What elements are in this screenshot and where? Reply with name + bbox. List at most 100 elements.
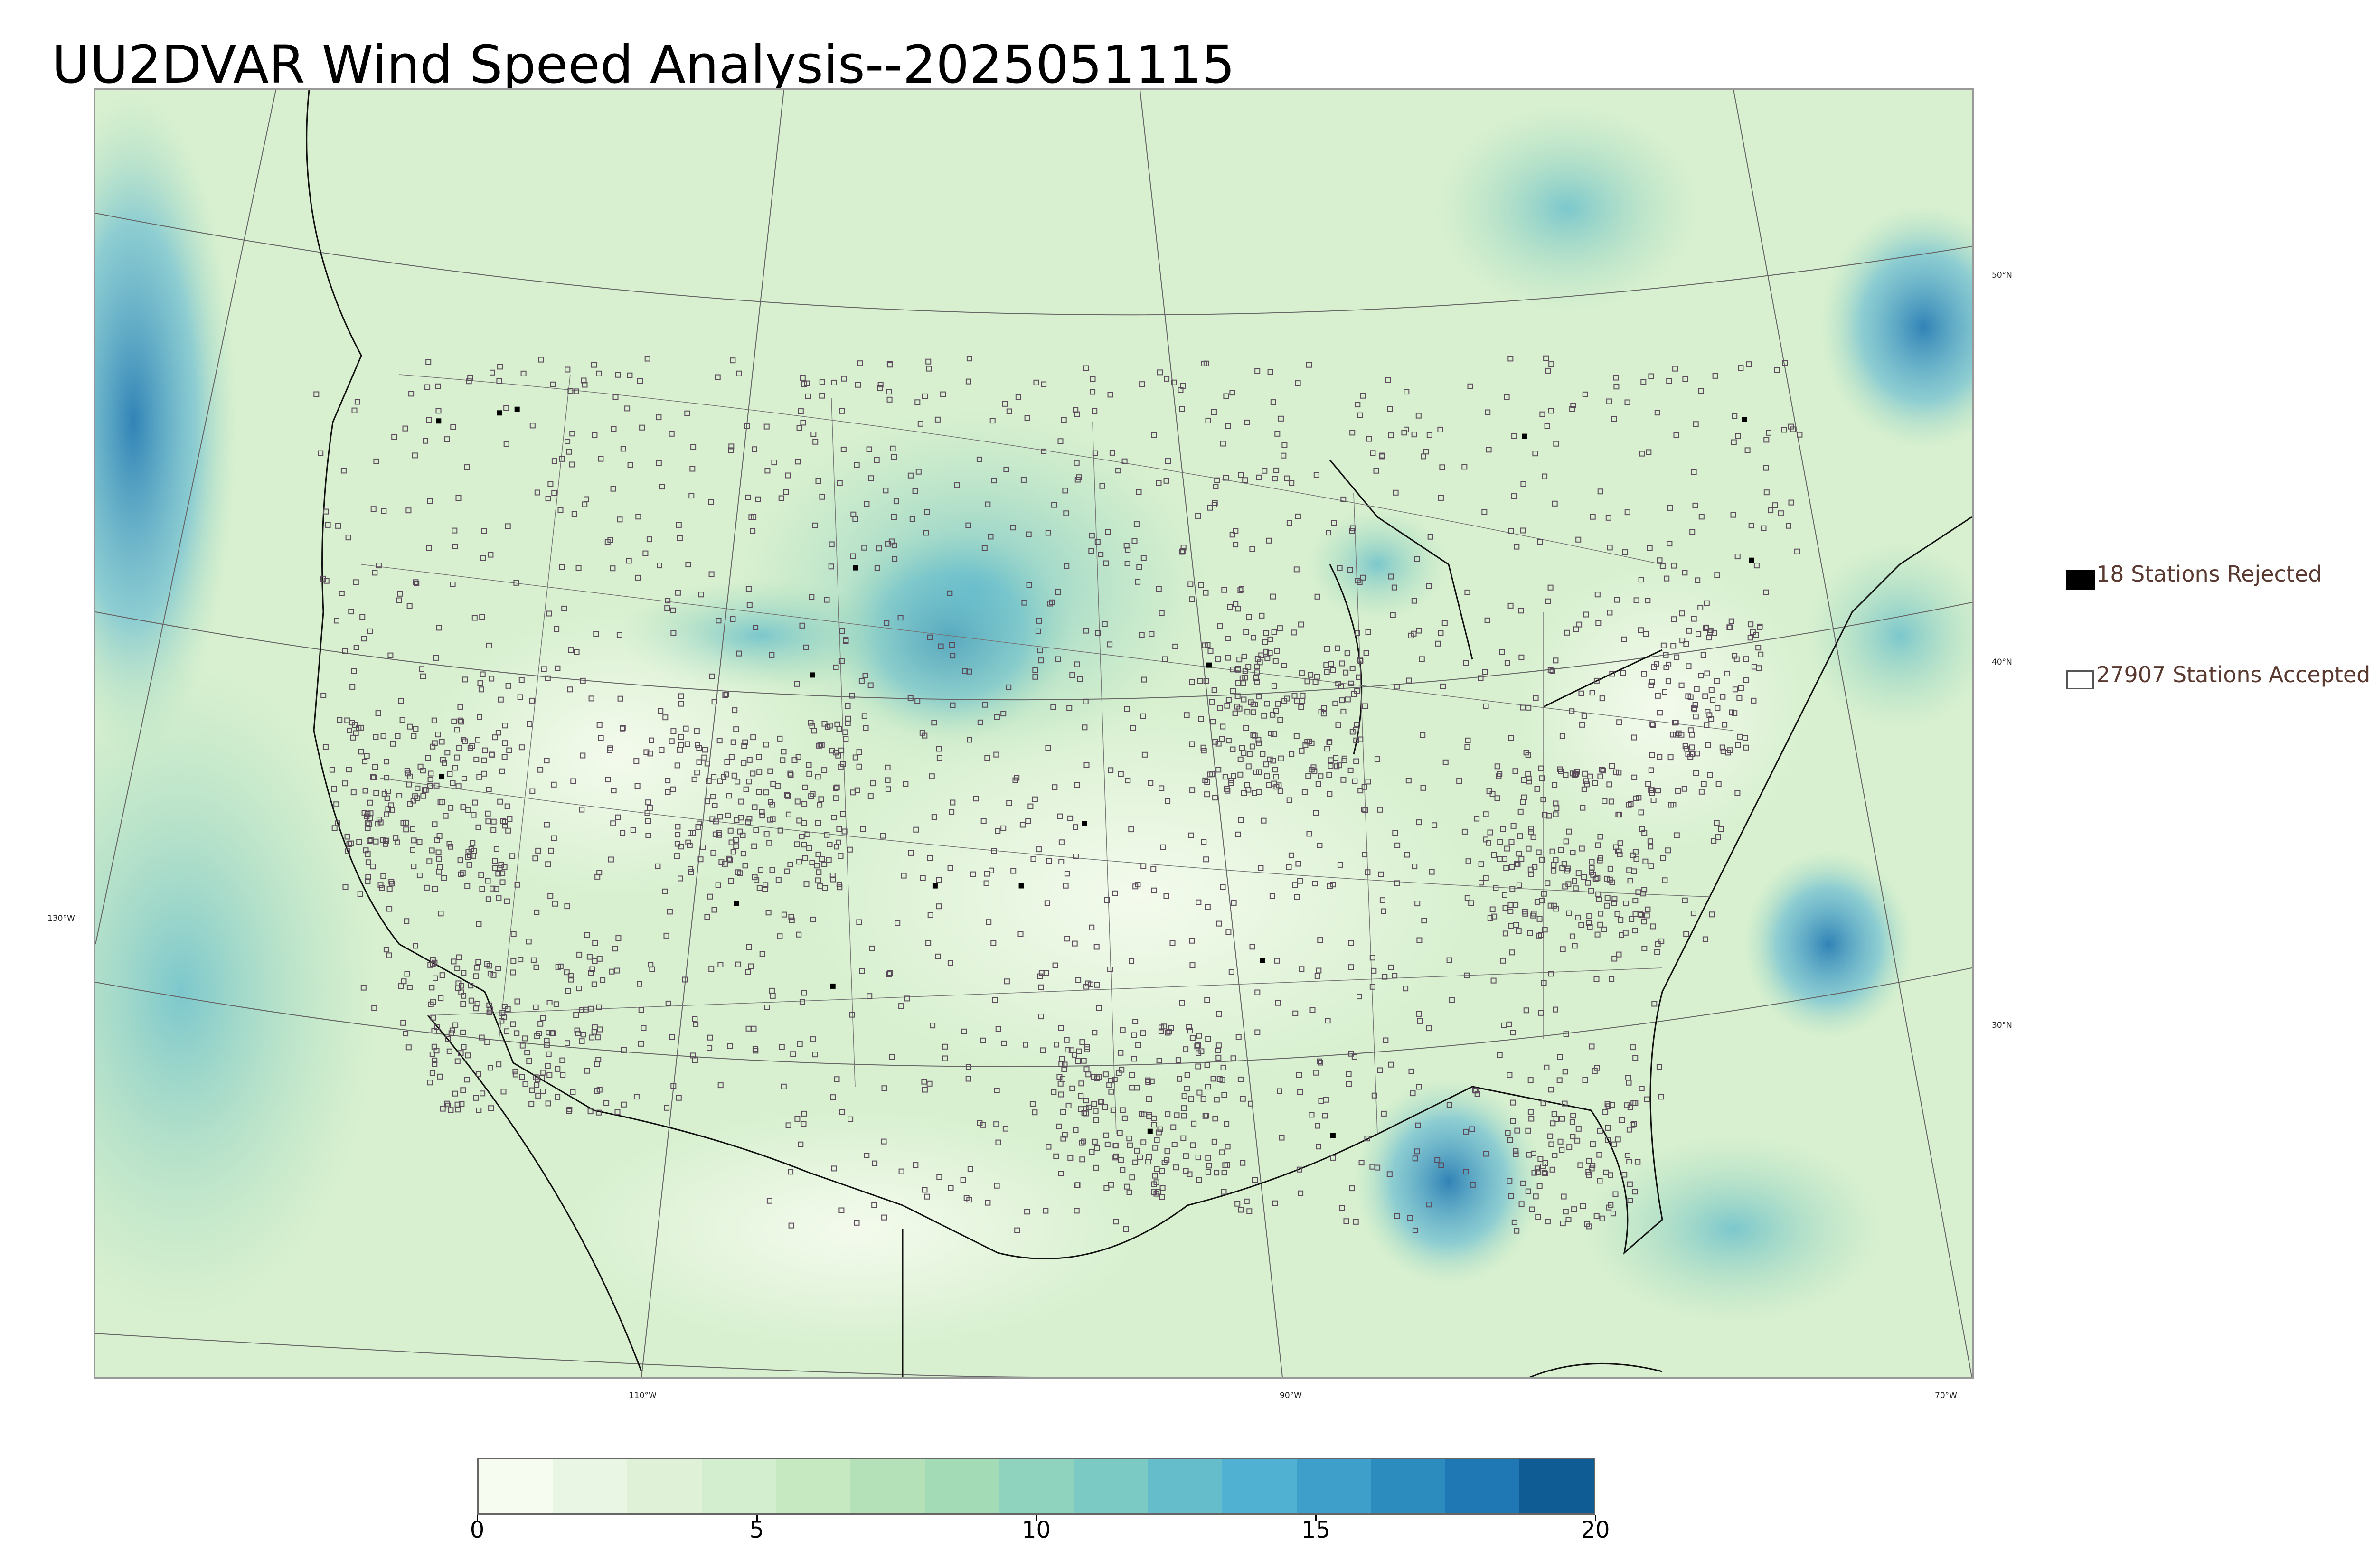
station-accepted-marker xyxy=(1718,826,1724,832)
station-accepted-marker xyxy=(1180,1135,1187,1141)
station-accepted-marker xyxy=(833,785,839,791)
station-accepted-marker xyxy=(428,770,434,777)
station-accepted-marker xyxy=(1103,1132,1109,1138)
station-accepted-marker xyxy=(1666,378,1672,384)
station-accepted-marker xyxy=(407,801,413,807)
station-accepted-marker xyxy=(441,875,447,881)
station-accepted-marker xyxy=(1066,705,1073,711)
station-accepted-marker xyxy=(551,835,557,841)
station-accepted-marker xyxy=(1203,678,1209,684)
station-accepted-marker xyxy=(501,754,508,760)
station-accepted-marker xyxy=(1211,409,1217,415)
station-accepted-marker xyxy=(1262,639,1268,645)
station-accepted-marker xyxy=(1112,1155,1119,1161)
station-accepted-marker xyxy=(994,1183,1000,1189)
station-accepted-marker xyxy=(1165,458,1171,464)
station-accepted-marker xyxy=(877,382,884,388)
station-accepted-marker xyxy=(1632,1055,1639,1061)
station-accepted-marker xyxy=(950,799,956,806)
station-accepted-marker xyxy=(462,676,468,683)
station-accepted-marker xyxy=(342,884,349,890)
station-accepted-marker xyxy=(595,1109,602,1116)
station-rejected-marker xyxy=(436,418,442,424)
station-accepted-marker xyxy=(746,757,753,763)
station-accepted-marker xyxy=(1277,717,1283,723)
station-accepted-marker xyxy=(1438,495,1444,501)
station-accepted-marker xyxy=(1252,790,1257,796)
station-accepted-marker xyxy=(574,649,580,655)
station-accepted-marker xyxy=(568,976,574,983)
station-accepted-marker xyxy=(921,1079,927,1085)
station-accepted-marker xyxy=(1140,1030,1146,1036)
station-accepted-marker xyxy=(1210,1076,1216,1082)
station-accepted-marker xyxy=(1429,869,1435,875)
station-accepted-marker xyxy=(1518,654,1525,660)
station-accepted-marker xyxy=(1679,638,1686,644)
station-accepted-marker xyxy=(444,750,451,756)
station-accepted-marker xyxy=(459,1101,465,1107)
station-accepted-marker xyxy=(450,424,456,430)
station-accepted-marker xyxy=(1213,484,1219,489)
station-accepted-marker xyxy=(510,958,517,964)
station-accepted-marker xyxy=(1518,608,1524,614)
station-accepted-marker xyxy=(1679,610,1685,617)
station-accepted-marker xyxy=(1613,844,1619,850)
station-accepted-marker xyxy=(1420,785,1426,791)
station-accepted-marker xyxy=(1510,1099,1516,1106)
station-accepted-marker xyxy=(347,727,352,733)
station-accepted-marker xyxy=(1348,964,1354,970)
station-accepted-marker xyxy=(950,653,956,659)
station-accepted-marker xyxy=(1626,1080,1632,1086)
station-accepted-marker xyxy=(579,807,585,813)
station-accepted-marker xyxy=(1696,631,1702,637)
station-accepted-marker xyxy=(745,586,752,592)
station-accepted-marker xyxy=(1275,701,1281,707)
station-accepted-marker xyxy=(432,886,438,892)
station-accepted-marker xyxy=(1648,682,1654,688)
station-accepted-marker xyxy=(1461,828,1468,835)
station-accepted-marker xyxy=(1315,781,1321,787)
station-accepted-marker xyxy=(922,1187,928,1193)
station-accepted-marker xyxy=(495,966,501,971)
station-accepted-marker xyxy=(709,673,715,679)
station-accepted-marker xyxy=(1414,556,1420,562)
station-accepted-marker xyxy=(863,725,869,731)
station-accepted-marker xyxy=(763,423,770,430)
station-accepted-marker xyxy=(1707,629,1713,636)
station-accepted-marker xyxy=(367,810,374,817)
station-accepted-marker xyxy=(1641,671,1647,677)
station-accepted-marker xyxy=(1483,703,1489,709)
station-accepted-marker xyxy=(1638,627,1644,633)
station-accepted-marker xyxy=(1038,1014,1044,1020)
station-accepted-marker xyxy=(1038,657,1044,664)
station-accepted-marker xyxy=(1037,648,1043,654)
station-accepted-marker xyxy=(462,738,468,744)
station-accepted-marker xyxy=(587,1108,594,1115)
station-accepted-marker xyxy=(799,834,805,840)
station-accepted-marker xyxy=(785,472,791,479)
station-accepted-marker xyxy=(797,1041,803,1047)
station-accepted-marker xyxy=(860,826,866,832)
station-accepted-marker xyxy=(1065,1047,1071,1053)
station-accepted-marker xyxy=(1337,565,1343,571)
station-accepted-marker xyxy=(1233,542,1239,548)
station-accepted-marker xyxy=(1197,678,1203,684)
station-accepted-marker xyxy=(1658,1094,1664,1100)
station-accepted-marker xyxy=(1353,737,1359,743)
station-accepted-marker xyxy=(708,571,715,577)
station-accepted-marker xyxy=(1056,1123,1062,1129)
station-accepted-marker xyxy=(816,869,822,875)
station-accepted-marker xyxy=(492,865,498,871)
station-accepted-marker xyxy=(697,856,704,863)
station-accepted-marker xyxy=(1154,1137,1160,1143)
station-accepted-marker xyxy=(513,580,519,586)
station-accepted-marker xyxy=(818,796,824,802)
station-accepted-marker xyxy=(849,1012,855,1018)
station-accepted-marker xyxy=(1314,973,1320,979)
station-accepted-marker xyxy=(1509,864,1515,870)
station-accepted-marker xyxy=(697,820,703,826)
station-accepted-marker xyxy=(1024,415,1030,421)
station-accepted-marker xyxy=(620,725,626,731)
station-accepted-marker xyxy=(908,850,914,856)
station-accepted-marker xyxy=(1254,663,1260,669)
